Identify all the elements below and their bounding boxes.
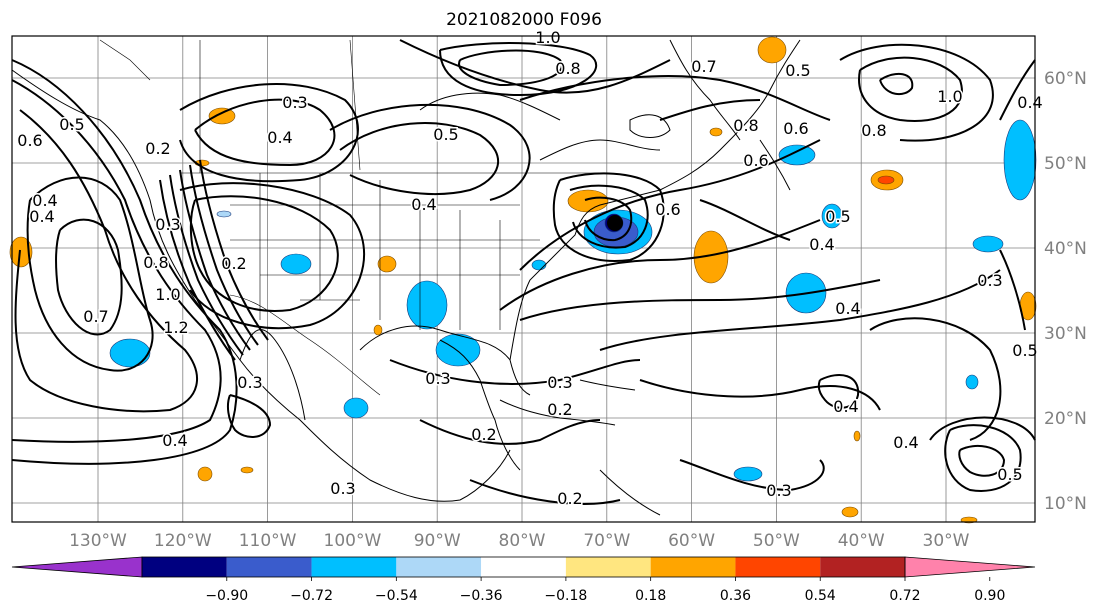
contour-label: 0.4 [833, 397, 858, 416]
contour-label: 0.8 [555, 59, 580, 78]
longitude-tick-label: 100°W [324, 531, 382, 551]
colorbar-outline [141, 556, 906, 578]
contour-lines [11, 39, 1036, 505]
contour-label: 0.5 [785, 61, 810, 80]
contour-labels: 0.2 0.3 0.4 0.5 1.0 0.8 0.7 0.5 0.8 0.6 … [16, 27, 1044, 510]
contour-label: 0.4 [32, 191, 57, 210]
colorbar-segment [650, 557, 736, 577]
longitude-axis: 130°W 120°W 110°W 100°W 90°W 80°W 70°W 60°W 50°W… [69, 531, 970, 551]
contour-label: 0.4 [893, 433, 918, 452]
colorbar-tick-label: 0.90 [974, 588, 1005, 604]
contour-label: 0.2 [221, 254, 246, 273]
latitude-tick-label: 20°N [1044, 409, 1087, 429]
contour-label: 0.3 [547, 373, 572, 392]
longitude-tick-label: 40°W [838, 531, 885, 551]
colorbar-segment [142, 557, 227, 577]
contour-label: 0.2 [547, 400, 572, 419]
colorbar-tick-label: −0.90 [205, 588, 248, 604]
colorbar-tick-label: 0.36 [720, 588, 751, 604]
contour-label: 1.2 [163, 318, 188, 337]
contour-label: 0.5 [59, 115, 84, 134]
contour-label: 0.6 [743, 151, 768, 170]
contour-label: 0.7 [691, 57, 716, 76]
contour-label: 0.6 [783, 119, 808, 138]
cyclone-center [607, 215, 623, 231]
contour-label: 1.0 [155, 285, 180, 304]
contour-label: 0.4 [162, 431, 187, 450]
colorbar-tick-label: −0.72 [290, 588, 333, 604]
colorbar-segment [311, 557, 397, 577]
colorbar-extend-min [11, 556, 143, 578]
colorbar-segment [565, 557, 651, 577]
colorbar-tick-label: −0.54 [375, 588, 418, 604]
contour-label: 1.0 [937, 87, 962, 106]
contour-label: 0.3 [977, 271, 1002, 290]
longitude-tick-label: 120°W [154, 531, 212, 551]
contour-label: 0.2 [145, 139, 170, 158]
colorbar-tick-label: −0.18 [544, 588, 587, 604]
latitude-tick-label: 10°N [1044, 494, 1087, 514]
colorbar [11, 556, 1036, 578]
contour-label: 0.3 [330, 479, 355, 498]
latitude-tick-label: 40°N [1044, 239, 1087, 259]
longitude-tick-label: 90°W [414, 531, 461, 551]
colorbar-tick-label: 0.72 [889, 588, 920, 604]
colorbar-segment [481, 557, 566, 577]
longitude-tick-label: 130°W [69, 531, 127, 551]
longitude-tick-label: 110°W [239, 531, 297, 551]
colorbar-extend-max [904, 556, 1036, 578]
colorbar-tick-label: −0.36 [460, 588, 503, 604]
contour-label: 0.5 [825, 207, 850, 226]
contour-label: 0.7 [83, 307, 108, 326]
colorbar-segment [735, 557, 821, 577]
contour-label: 0.8 [733, 116, 758, 135]
contour-label: 0.3 [282, 93, 307, 112]
coastlines [11, 39, 801, 516]
contour-label: 0.3 [425, 369, 450, 388]
colorbar-segment [820, 557, 905, 577]
colorbar-segment [226, 557, 312, 577]
contour-label: 0.2 [471, 425, 496, 444]
contour-label: 0.4 [835, 299, 860, 318]
contour-label: 0.4 [29, 207, 54, 226]
contour-label: 1.0 [535, 28, 560, 47]
contour-label: 0.4 [267, 128, 292, 147]
contour-label: 0.3 [237, 373, 262, 392]
contour-label: 0.5 [433, 125, 458, 144]
contour-label: 0.3 [766, 481, 791, 500]
contour-label: 0.5 [997, 465, 1022, 484]
latitude-tick-label: 30°N [1044, 324, 1087, 344]
map-frame [11, 35, 1036, 523]
contour-label: 0.8 [143, 253, 168, 272]
contour-label: 0.3 [155, 215, 180, 234]
contour-label: 0.2 [557, 489, 582, 508]
contour-label: 0.6 [655, 200, 680, 219]
positive-anomaly-areas [9, 36, 1037, 524]
colorbar-tick-label: 0.18 [635, 588, 666, 604]
colorbar-segment [396, 557, 482, 577]
longitude-tick-label: 50°W [753, 531, 800, 551]
longitude-tick-label: 70°W [583, 531, 630, 551]
colorbar-tick-label: 0.54 [805, 588, 836, 604]
map-plot: 0.2 0.3 0.4 0.5 1.0 0.8 0.7 0.5 0.8 0.6 … [9, 27, 1044, 524]
map-title: 2021082000 F096 [446, 10, 602, 30]
latitude-tick-label: 60°N [1044, 69, 1087, 89]
colorbar-tick-labels: −0.90 −0.72 −0.54 −0.36 −0.18 0.18 0.36 0.54 0.7… [205, 577, 1005, 604]
contour-label: 0.4 [411, 195, 436, 214]
latitude-axis: 60°N 50°N 40°N 30°N 20°N 10°N [1044, 69, 1087, 514]
latitude-tick-label: 50°N [1044, 154, 1087, 174]
longitude-tick-label: 80°W [499, 531, 546, 551]
contour-label: 0.8 [861, 121, 886, 140]
contour-label: 0.6 [17, 131, 42, 150]
contour-label: 0.4 [1017, 93, 1042, 112]
longitude-tick-label: 60°W [668, 531, 715, 551]
political-borders [99, 39, 600, 396]
contour-label: 0.4 [809, 235, 834, 254]
longitude-tick-label: 30°W [923, 531, 970, 551]
contour-label: 0.5 [1012, 341, 1037, 360]
